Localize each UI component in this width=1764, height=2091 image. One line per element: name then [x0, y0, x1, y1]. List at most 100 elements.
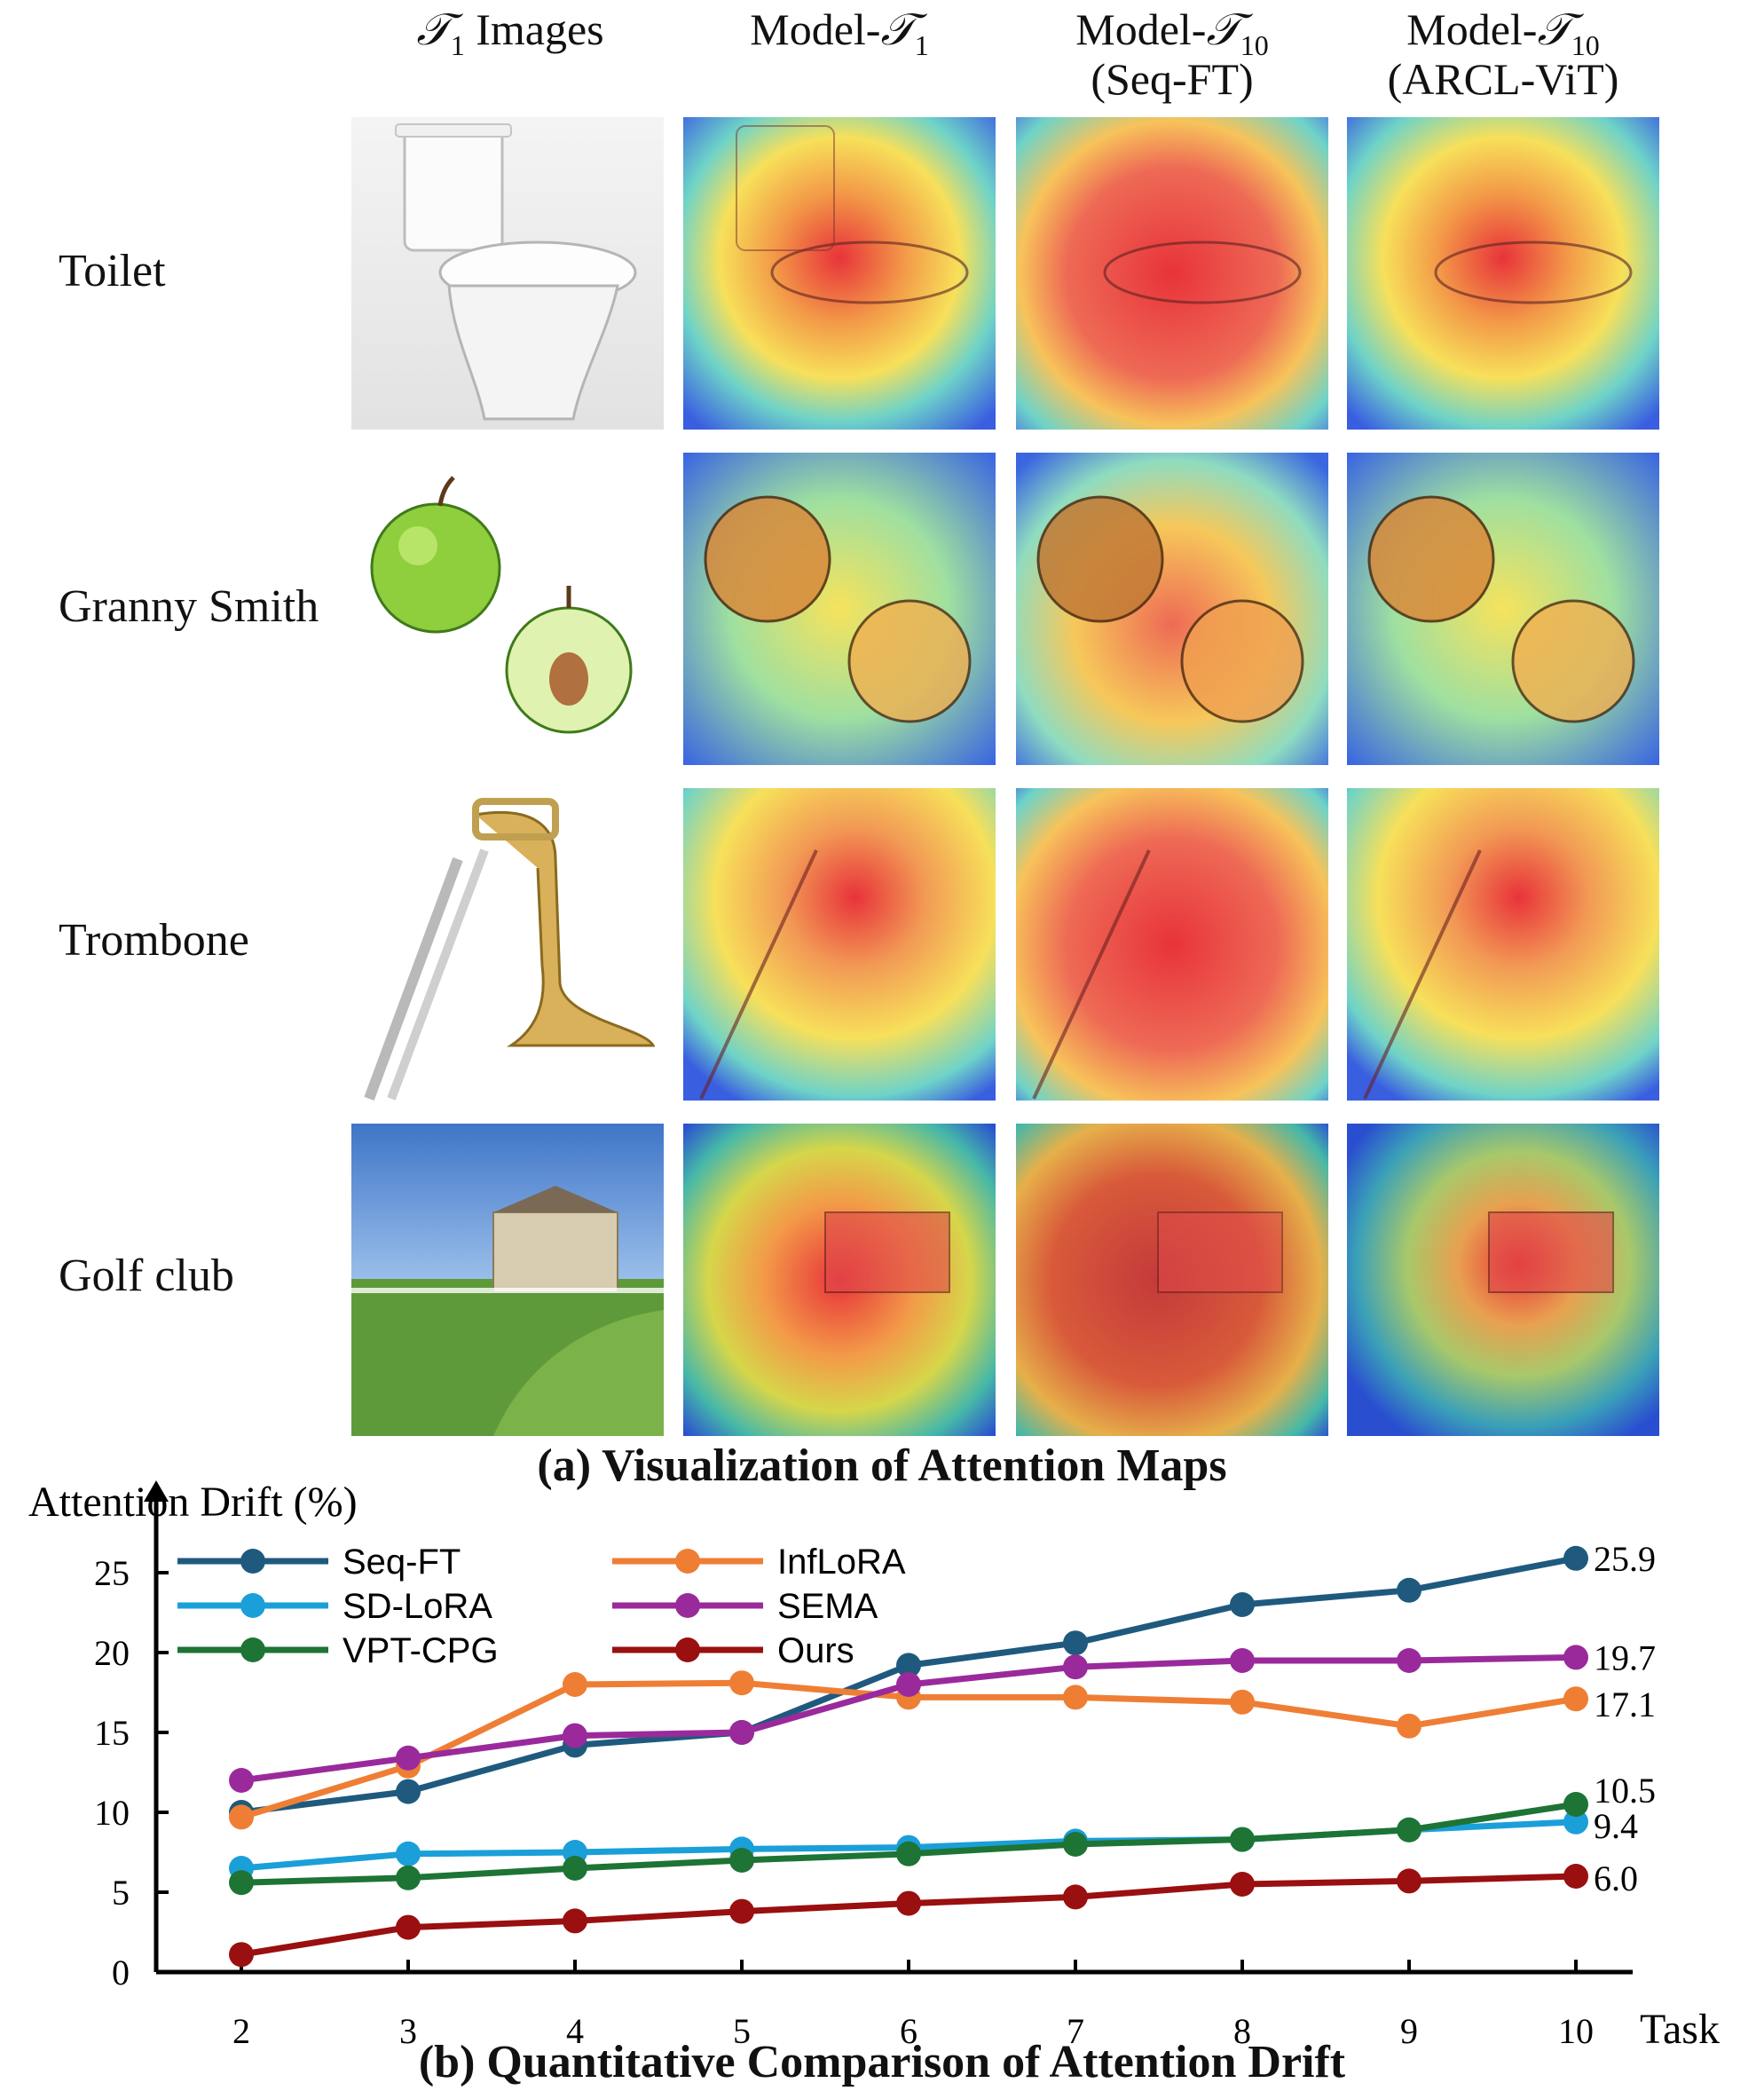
- x-tick-label: 2: [232, 2011, 250, 2051]
- legend-marker-ours: [675, 1637, 700, 1662]
- toilet-attention-map-seqft: [1016, 117, 1328, 430]
- data-point-ours: [1063, 1884, 1088, 1910]
- data-point-ours: [896, 1890, 921, 1916]
- column-header-model-t10-arcl: Model-𝒯10 (ARCL-ViT): [1387, 4, 1619, 104]
- trombone-attention-map-arcl: [1347, 788, 1659, 1101]
- data-point-vpt-cpg: [229, 1870, 254, 1896]
- data-point-sd-lora: [396, 1841, 421, 1866]
- column-header-model-t10-seqft: Model-𝒯10 (Seq-FT): [1075, 4, 1269, 104]
- legend-marker-inflora: [675, 1549, 700, 1574]
- trombone-image: [351, 788, 664, 1101]
- attention-drift-chart: 0 5 10 15 20 25 2 3 4 5 6 7 8 9 10 Attention Drift (%) T…: [28, 1479, 1720, 2053]
- y-tick-label: 15: [94, 1713, 130, 1753]
- toilet-attention-map-t1: [683, 117, 996, 430]
- data-point-ours: [1230, 1872, 1255, 1897]
- end-value-label: 9.4: [1594, 1806, 1638, 1846]
- x-tick-label: 10: [1558, 2011, 1594, 2051]
- end-value-label: 25.9: [1594, 1539, 1656, 1579]
- data-point-vpt-cpg: [563, 1856, 587, 1881]
- data-point-sema: [1230, 1648, 1255, 1673]
- data-point-ours: [396, 1914, 421, 1940]
- granny-smith-image: [351, 453, 664, 765]
- x-tick-label: 6: [900, 2011, 917, 2051]
- granny-smith-attention-map-t1: [683, 453, 996, 765]
- x-tick-label: 8: [1233, 2011, 1251, 2051]
- data-point-sd-lora: [1563, 1809, 1588, 1835]
- row-label-trombone: Trombone: [59, 915, 249, 966]
- data-point-sema: [729, 1720, 754, 1745]
- data-point-seq-ft: [396, 1779, 421, 1804]
- y-tick-label: 25: [94, 1553, 130, 1593]
- legend-label-inflora: InfLoRA: [777, 1543, 906, 1582]
- data-point-sema: [1063, 1654, 1088, 1680]
- toilet-image: [351, 117, 664, 430]
- data-point-inflora: [563, 1672, 587, 1697]
- row-label-golf-club: Golf club: [59, 1251, 234, 1301]
- data-point-ours: [1563, 1864, 1588, 1889]
- granny-smith-attention-map-seqft: [1016, 453, 1328, 765]
- legend-label-vpt-cpg: VPT-CPG: [343, 1631, 499, 1670]
- data-point-vpt-cpg: [1397, 1817, 1421, 1842]
- caption-a: (a) Visualization of Attention Maps: [537, 1440, 1227, 1491]
- data-point-inflora: [1063, 1685, 1088, 1710]
- math-symbol-t: 𝒯: [416, 4, 451, 55]
- data-point-seq-ft: [1397, 1577, 1421, 1603]
- y-tick-label: 20: [94, 1633, 130, 1673]
- column-header-model-t1: Model-𝒯1: [750, 4, 929, 61]
- data-point-inflora: [1563, 1686, 1588, 1712]
- golf-club-image: [351, 1124, 664, 1436]
- data-point-seq-ft: [896, 1653, 921, 1678]
- legend-label-sd-lora: SD-LoRA: [343, 1587, 492, 1626]
- data-point-sema: [563, 1723, 587, 1748]
- trombone-attention-map-seqft: [1016, 788, 1328, 1101]
- data-point-ours: [729, 1898, 754, 1924]
- data-point-vpt-cpg: [1563, 1792, 1588, 1817]
- end-value-label: 17.1: [1594, 1685, 1656, 1724]
- data-point-sema: [396, 1745, 421, 1771]
- legend-marker-vpt-cpg: [240, 1637, 265, 1662]
- x-tick-label: 3: [399, 2011, 417, 2051]
- trombone-attention-map-t1: [683, 788, 996, 1101]
- data-point-inflora: [1397, 1713, 1421, 1739]
- y-tick-label: 10: [94, 1793, 130, 1833]
- data-point-seq-ft: [1063, 1630, 1088, 1656]
- row-label-granny-smith: Granny Smith: [59, 581, 319, 632]
- data-point-sema: [896, 1672, 921, 1697]
- legend-label-sema: SEMA: [777, 1587, 878, 1626]
- x-tick-label: 9: [1400, 2011, 1418, 2051]
- end-value-label: 6.0: [1594, 1858, 1638, 1898]
- golf-club-attention-map-t1: [683, 1124, 996, 1436]
- data-point-vpt-cpg: [396, 1865, 421, 1890]
- x-tick-label: 7: [1067, 2011, 1084, 2051]
- y-tick-label: 5: [112, 1873, 130, 1913]
- granny-smith-attention-map-arcl: [1347, 453, 1659, 765]
- legend-marker-sd-lora: [240, 1593, 265, 1618]
- data-point-inflora: [229, 1804, 254, 1830]
- data-point-ours: [1397, 1868, 1421, 1894]
- legend-label-seq-ft: Seq-FT: [343, 1543, 461, 1582]
- data-point-vpt-cpg: [1230, 1827, 1255, 1852]
- legend-label-ours: Ours: [777, 1631, 854, 1670]
- x-tick-label: 5: [733, 2011, 751, 2051]
- data-point-vpt-cpg: [1063, 1832, 1088, 1857]
- legend-marker-sema: [675, 1593, 700, 1618]
- column-header-images: 𝒯1 Images: [416, 4, 604, 61]
- data-point-seq-ft: [1563, 1545, 1588, 1571]
- end-value-label: 10.5: [1594, 1771, 1656, 1811]
- data-point-seq-ft: [1230, 1592, 1255, 1617]
- data-point-vpt-cpg: [729, 1848, 754, 1873]
- y-axis-arrow: [144, 1480, 169, 1502]
- data-point-sema: [1397, 1648, 1421, 1673]
- x-axis-label: Task: [1640, 2006, 1720, 2053]
- data-point-sema: [229, 1768, 254, 1793]
- data-point-inflora: [729, 1670, 754, 1696]
- data-point-ours: [229, 1942, 254, 1968]
- row-label-toilet: Toilet: [59, 246, 166, 296]
- y-tick-label: 0: [112, 1953, 130, 1992]
- x-tick-label: 4: [566, 2011, 584, 2051]
- data-point-ours: [563, 1908, 587, 1934]
- data-point-vpt-cpg: [896, 1841, 921, 1866]
- y-axis-label: Attention Drift (%): [28, 1479, 358, 1526]
- caption-b: (b) Quantitative Comparison of Attention…: [418, 2037, 1346, 2087]
- end-value-label: 19.7: [1594, 1637, 1656, 1677]
